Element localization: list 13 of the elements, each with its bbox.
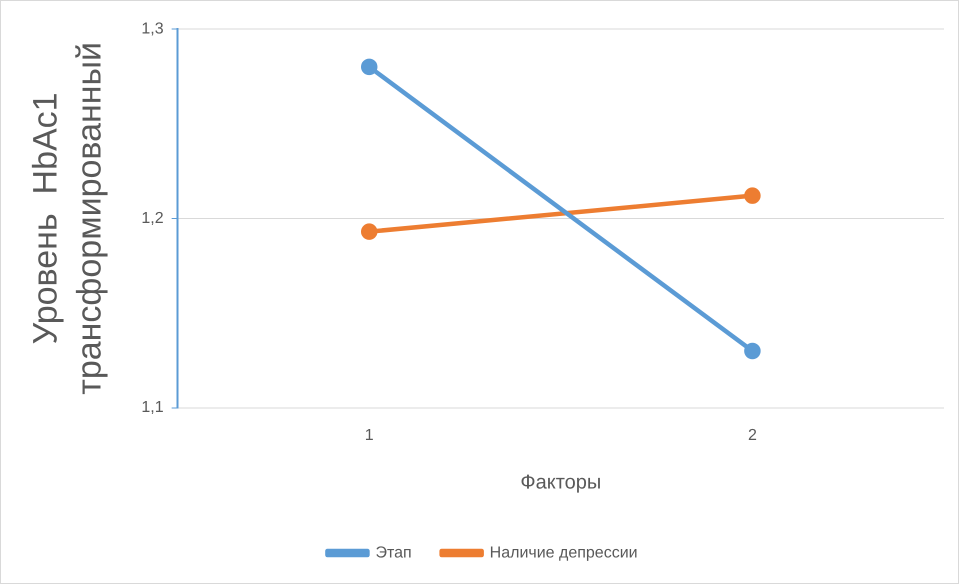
y-tick-label: 1,2: [141, 210, 164, 227]
y-axis-title: Уровень HbAc1 трансформированный: [26, 42, 109, 395]
y-tick-label: 1,1: [141, 399, 164, 416]
point: [744, 342, 761, 360]
legend-label: Наличие депрессии: [490, 544, 638, 562]
x-tick-label: 2: [748, 426, 757, 444]
point: [360, 223, 378, 240]
legend-label: Этап: [375, 544, 412, 562]
y-tick-label: 1,3: [141, 20, 164, 38]
point: [360, 58, 378, 76]
point: [744, 187, 761, 204]
x-tick-label: 1: [364, 426, 374, 444]
x-axis-title: Факторы: [520, 472, 602, 494]
